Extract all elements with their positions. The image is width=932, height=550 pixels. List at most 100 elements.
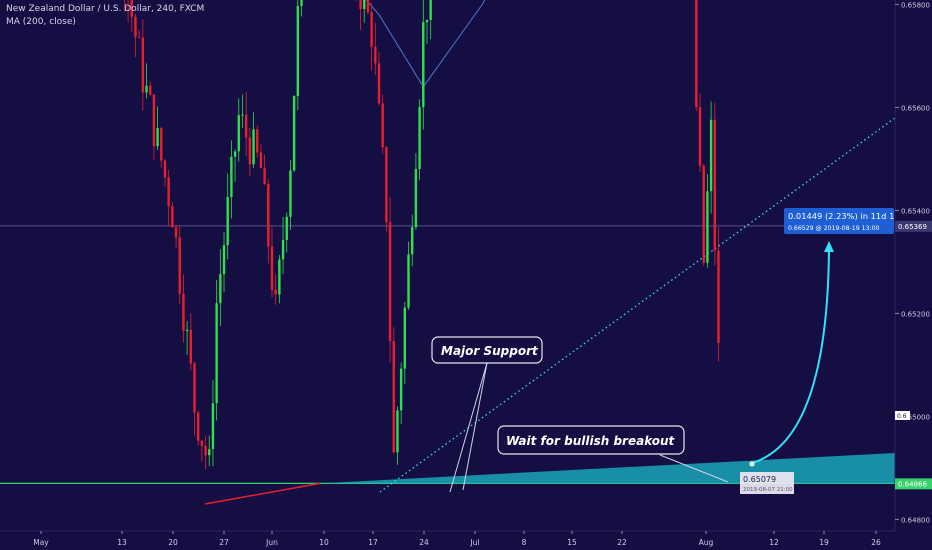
candle-190	[713, 102, 716, 266]
candle-body	[226, 197, 229, 246]
x-tick-label: 24	[419, 538, 429, 547]
candle-102	[388, 197, 392, 363]
candle-189	[709, 101, 713, 214]
candle-body	[366, 0, 370, 13]
candle-body	[407, 254, 410, 308]
candle-body	[381, 103, 384, 148]
candle-body	[363, 0, 366, 9]
y-tick-label: 0.65000	[901, 413, 930, 421]
candle-77	[296, 0, 300, 111]
candle-body	[237, 115, 240, 152]
candle-body	[285, 216, 288, 240]
candle-body	[134, 16, 137, 37]
candle-51	[200, 440, 204, 462]
current-price-text: 0.65369	[898, 223, 927, 231]
candle-96	[366, 0, 370, 15]
candle-body	[403, 307, 407, 369]
candle-body	[292, 95, 296, 171]
candle-31	[127, 0, 129, 23]
major-support-box	[431, 336, 543, 364]
candle-73	[281, 216, 285, 275]
candle-75	[289, 160, 292, 230]
candle-60	[233, 149, 237, 182]
y-tick-label: 0.65200	[901, 310, 930, 318]
candle-74	[285, 212, 288, 253]
candle-94	[359, 0, 362, 31]
candle-body	[425, 19, 429, 23]
candle-body	[300, 0, 303, 7]
candle-76	[292, 95, 296, 173]
candle-53	[208, 435, 211, 467]
candle-body	[130, 0, 133, 17]
major-support-leader-1	[449, 362, 488, 493]
candle-38	[152, 94, 156, 160]
point-price-text: 0.65079	[743, 475, 776, 484]
candle-body	[182, 293, 185, 332]
candle-body	[196, 412, 200, 441]
candle-body	[171, 206, 174, 228]
candle-188	[706, 174, 709, 268]
candle-107	[407, 241, 410, 311]
candle-45	[178, 224, 181, 305]
x-tick-label: Aug	[699, 538, 714, 547]
breakout-text: Wait for bullish breakout	[506, 434, 676, 448]
candle-46	[182, 274, 185, 343]
x-tick-label: 12	[769, 538, 779, 547]
x-tick-label: 20	[168, 538, 178, 547]
candle-78	[300, 0, 303, 17]
projection-arrowhead	[824, 241, 834, 252]
candle-body	[152, 94, 156, 147]
candle-body	[163, 160, 167, 178]
candle-body	[167, 177, 170, 207]
candle-body	[429, 0, 432, 20]
candle-104	[396, 406, 399, 465]
support-price-tag	[895, 478, 932, 490]
x-tick-label: 26	[871, 538, 881, 547]
x-tick-label: 8	[522, 538, 527, 547]
candle-72	[278, 254, 281, 304]
major-support-leader-2	[462, 362, 488, 491]
candle-44	[174, 225, 178, 248]
candle-body	[233, 151, 237, 157]
candle-55	[215, 279, 218, 421]
candle-64	[248, 127, 252, 177]
candle-52	[204, 436, 207, 470]
candle-108	[411, 214, 414, 267]
candle-body	[248, 137, 252, 165]
candle-103	[392, 327, 395, 454]
candle-105	[399, 362, 403, 424]
candle-body	[222, 245, 226, 275]
candle-97	[370, 2, 373, 71]
candle-98	[374, 22, 377, 76]
candle-body	[281, 239, 285, 260]
candle-body	[208, 449, 211, 456]
candle-191	[717, 227, 720, 362]
candle-54	[211, 379, 215, 467]
candle-body	[160, 128, 163, 161]
candle-body	[274, 289, 277, 295]
x-tick-label: May	[33, 538, 49, 547]
ma200-line	[365, 0, 486, 88]
candle-61	[237, 98, 240, 162]
breakout-leader	[659, 454, 729, 483]
red-support-trendline	[204, 482, 321, 505]
candle-body	[706, 191, 709, 263]
x-axis-panel	[0, 531, 932, 550]
candle-70	[270, 227, 274, 298]
candle-113	[429, 0, 432, 40]
x-tick-label: 15	[567, 538, 577, 547]
candle-57	[222, 232, 226, 293]
x-tick-label: Jul	[469, 538, 479, 547]
candle-37	[149, 81, 152, 96]
x-tick-label: 13	[117, 538, 127, 547]
candle-59	[230, 140, 233, 219]
candle-body	[296, 6, 300, 96]
major-support-text: Major Support	[441, 344, 539, 358]
candle-body	[200, 440, 204, 447]
partial-price-tag	[895, 411, 910, 420]
candle-body	[252, 129, 255, 165]
x-tick-label: Jun	[265, 538, 278, 547]
breakout-box	[497, 425, 685, 455]
candle-body	[717, 250, 720, 343]
